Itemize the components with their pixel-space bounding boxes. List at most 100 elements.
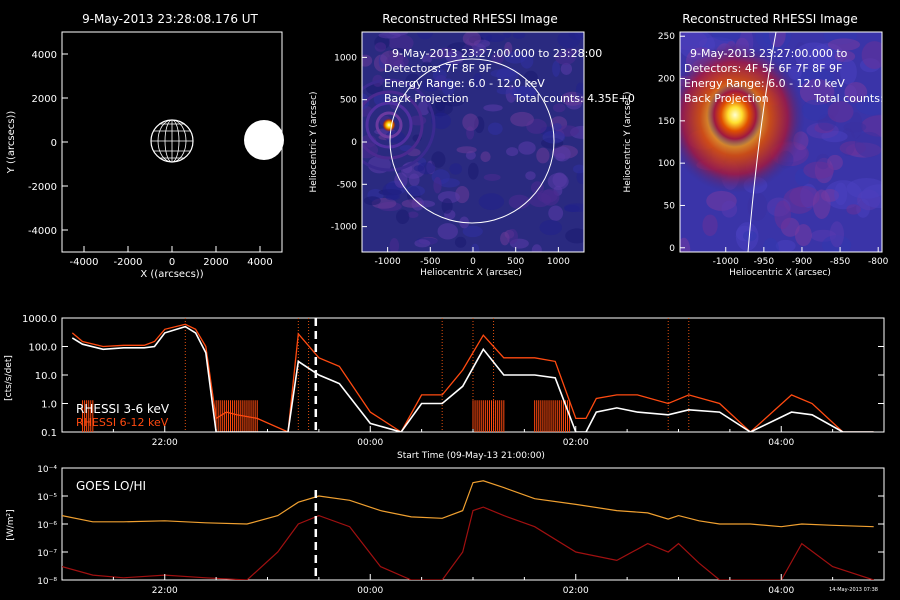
full-y-tick-label: -1000 [331,223,357,233]
texture-blob [547,173,569,191]
texture-blob [576,169,584,185]
texture-blob [829,221,845,248]
texture-blob [827,38,861,51]
texture-blob [504,51,526,64]
texture-blob [441,78,455,96]
texture-blob [762,237,779,252]
zoom-info-energy: Energy Range: 6.0 - 12.0 keV [684,77,845,90]
texture-blob [531,244,542,252]
texture-blob [414,239,431,248]
solar-limb-circle [389,58,555,224]
texture-blob [834,50,856,63]
texture-blob [552,122,562,131]
texture-blob [846,204,861,215]
texture-blob [510,86,536,99]
full-info-counts: Total counts: 4.35E+0 [513,92,635,105]
full-x-tick-label: 500 [507,257,524,267]
goes-x-tick-label: 04:00 [768,586,794,596]
zoom-image-x-ticks: -1000 -950 -900 -850 -800 [713,247,889,267]
zoom-x-tick-label: -800 [868,257,889,267]
full-info-detectors: Detectors: 7F 8F 9F [384,62,492,75]
texture-blob [407,211,419,218]
full-x-tick-label: 0 [470,257,476,267]
texture-blob [388,34,414,52]
texture-blob [467,162,479,180]
texture-blob [846,177,882,199]
texture-blob [575,82,584,98]
rhessi-y-tick-label: 1.0 [41,400,57,411]
rhessi-xlabel: Start Time (09-May-13 21:00:00) [397,451,545,461]
texture-blob [680,237,691,252]
texture-blob [454,236,467,248]
texture-blob [445,50,465,65]
zoom-image-info: 9-May-2013 23:27:00.000 to Detectors: 4F… [684,47,884,105]
orbit-y-tick-label: 0 [51,138,57,149]
zoom-y-tick-label: 50 [664,201,676,211]
orbit-y-tick-label: 4000 [32,50,57,61]
full-x-tick-label: -1000 [375,257,401,267]
texture-blob [844,81,868,103]
texture-blob [803,161,835,179]
texture-blob [433,176,442,194]
texture-blob [441,198,453,214]
texture-blob [431,151,446,168]
texture-blob [552,103,566,113]
zoom-image-xlabel: Heliocentric X (arcsec) [729,268,831,278]
goes-x-tick-label: 02:00 [563,586,589,596]
goes-panel: 10⁻⁴ 10⁻⁵ 10⁻⁶ 10⁻⁷ 10⁻⁸ 22:00 00:00 02:00 04:0… [6,465,885,596]
full-image-title: Reconstructed RHESSI Image [382,12,557,26]
texture-blob [523,70,538,86]
orbit-y-tick-label: -2000 [28,182,57,193]
texture-blob [539,219,563,236]
texture-blob [560,62,573,75]
goes-y-tick-label: 10⁻⁷ [37,549,57,559]
texture-blob [721,200,738,218]
zoom-image-title: Reconstructed RHESSI Image [682,12,857,26]
texture-blob [711,32,742,41]
zoom-y-tick-label: 100 [658,159,675,169]
goes-timestamp: 14-May-2013 07:38 [829,587,878,593]
orbit-x-tick-label: 4000 [247,257,272,268]
goes-plot-area [61,467,885,581]
texture-blob [552,60,561,77]
zoom-x-tick-label: -850 [830,257,851,267]
texture-blob [442,94,465,107]
texture-blob [485,34,505,42]
texture-blob [747,192,768,221]
texture-blob [470,243,480,252]
texture-blob [483,104,503,112]
zoom-y-tick-label: 200 [658,75,675,85]
texture-blob [421,78,440,92]
texture-blob [462,113,479,131]
texture-blob [437,191,460,204]
texture-blob [843,122,867,133]
goes-legend: GOES LO/HI [76,479,146,493]
zoom-y-tick-label: 0 [669,244,675,254]
goes-y-tick-label: 10⁻⁵ [37,493,57,503]
zoom-info-time: 9-May-2013 23:27:00.000 to [690,47,848,60]
zoom-info-method: Back Projection [684,92,769,105]
goes-lo-line [62,480,874,528]
full-info-time: 9-May-2013 23:27:00.000 to 23:28:00 [392,47,602,60]
orbit-x-tick-label: 0 [169,257,175,268]
texture-blob [480,151,491,163]
zoom-y-tick-label: 150 [658,117,675,127]
texture-blob [775,239,796,252]
orbit-panel: 9-May-2013 23:28:08.176 UT -4000 -2000 0 20… [6,12,284,280]
texture-blob [500,231,510,246]
zoom-info-counts: Total counts: [813,92,884,105]
texture-blob [794,223,812,247]
texture-blob [363,196,381,206]
texture-blob [478,193,505,210]
zoom-limb-arc [747,32,777,252]
orbit-y-tick-label: 2000 [32,94,57,105]
texture-blob [528,192,552,208]
texture-blob [565,228,584,244]
full-x-tick-label: -500 [420,257,441,267]
texture-blob [518,141,536,155]
full-image-rings [362,78,436,172]
texture-blob [431,112,452,130]
texture-blob [568,32,584,40]
goes-y-ticks: 10⁻⁴ 10⁻⁵ 10⁻⁶ 10⁻⁷ 10⁻⁸ [37,465,884,587]
texture-blob [421,61,433,72]
